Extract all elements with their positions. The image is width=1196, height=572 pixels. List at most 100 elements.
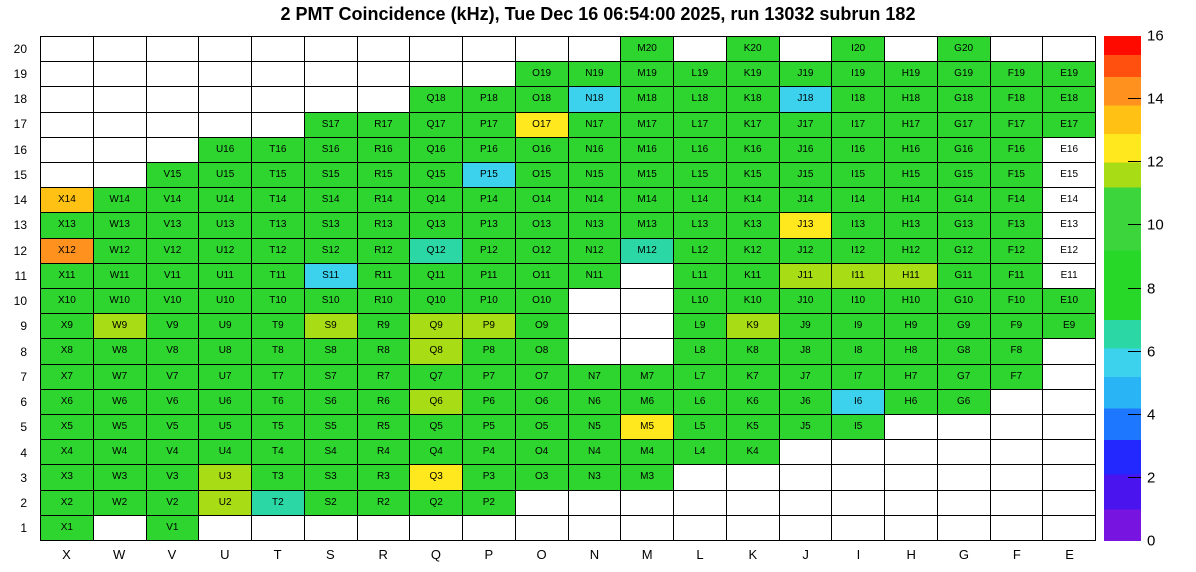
heatmap-cell-empty (93, 112, 147, 138)
heatmap-cell-empty (1043, 490, 1096, 516)
heatmap-cell: M19 (621, 62, 674, 88)
heatmap-cell: L12 (674, 238, 727, 264)
heatmap-cell: J18 (779, 87, 833, 113)
heatmap-cell: X12 (41, 238, 94, 264)
y-axis-label: 18 (13, 92, 27, 107)
heatmap-cell-empty (937, 415, 991, 441)
heatmap-cell-empty (410, 37, 463, 63)
heatmap-cell: X10 (41, 289, 94, 315)
y-axis-label: 13 (13, 218, 27, 233)
heatmap-cell-empty (621, 314, 674, 340)
heatmap-cell-empty (515, 37, 569, 63)
heatmap-cell: W13 (93, 213, 147, 239)
heatmap-cell-empty (1043, 364, 1096, 390)
heatmap-cell: N7 (568, 364, 622, 390)
heatmap-cell: M13 (621, 213, 674, 239)
heatmap-cell: H19 (885, 62, 938, 88)
x-axis-label: F (1012, 547, 1021, 562)
heatmap-cell: N5 (568, 415, 622, 441)
heatmap-cell-empty (726, 515, 780, 541)
heatmap-cell: V13 (146, 213, 200, 239)
heatmap-cell: E15 (1043, 163, 1096, 189)
heatmap-cell: F10 (990, 289, 1044, 315)
heatmap-cell: J13 (779, 213, 833, 239)
heatmap-cell: K17 (726, 112, 780, 138)
heatmap-cell-empty (410, 515, 463, 541)
colorbar-tick (1128, 476, 1141, 478)
heatmap-cell: G7 (937, 364, 991, 390)
heatmap-cell: S7 (304, 364, 358, 390)
heatmap-cell: E17 (1043, 112, 1096, 138)
heatmap-cell: F11 (990, 263, 1044, 289)
heatmap-cell: T6 (252, 389, 305, 415)
heatmap-cell: K5 (726, 415, 780, 441)
heatmap-cell: J11 (779, 263, 833, 289)
heatmap-cell: P2 (463, 490, 516, 516)
heatmap-cell-empty (146, 137, 200, 163)
heatmap-cell: X2 (41, 490, 94, 516)
heatmap-cell-empty (463, 37, 516, 63)
heatmap-cell: R3 (357, 465, 411, 491)
colorbar-tick (1128, 413, 1141, 415)
heatmap-cell-empty (832, 515, 885, 541)
heatmap-cell: R16 (357, 137, 411, 163)
heatmap-cell: N6 (568, 389, 622, 415)
heatmap-cell: V4 (146, 440, 200, 466)
heatmap-cell: M15 (621, 163, 674, 189)
heatmap-cell: L16 (674, 137, 727, 163)
heatmap-cell: K13 (726, 213, 780, 239)
heatmap-cell: F9 (990, 314, 1044, 340)
heatmap-cell: O8 (515, 339, 569, 365)
heatmap-cell: I17 (832, 112, 885, 138)
heatmap-cell: G13 (937, 213, 991, 239)
heatmap-cell: Q7 (410, 364, 463, 390)
heatmap-cell: U4 (199, 440, 252, 466)
heatmap-cell: F13 (990, 213, 1044, 239)
heatmap-cell: S16 (304, 137, 358, 163)
colorbar (1104, 36, 1141, 541)
heatmap-cell: V10 (146, 289, 200, 315)
heatmap-cell: G18 (937, 87, 991, 113)
heatmap-cell: M18 (621, 87, 674, 113)
heatmap-cell-empty (937, 465, 991, 491)
heatmap-cell: P17 (463, 112, 516, 138)
heatmap-cell: T16 (252, 137, 305, 163)
heatmap-cell: T2 (252, 490, 305, 516)
heatmap-cell: X8 (41, 339, 94, 365)
heatmap-cell-empty (252, 37, 305, 63)
heatmap-cell: K15 (726, 163, 780, 189)
heatmap-cell: G8 (937, 339, 991, 365)
heatmap-cell-empty (885, 415, 938, 441)
heatmap-cell: S2 (304, 490, 358, 516)
heatmap-cell: H18 (885, 87, 938, 113)
heatmap-cell: K16 (726, 137, 780, 163)
heatmap-cell-empty (146, 87, 200, 113)
heatmap-cell: L10 (674, 289, 727, 315)
x-axis-label: I (856, 547, 861, 562)
heatmap-cell: W4 (93, 440, 147, 466)
colorbar-tick-label: 16 (1147, 27, 1164, 45)
heatmap-cell-empty (93, 87, 147, 113)
heatmap-cell: T7 (252, 364, 305, 390)
heatmap-cell: G14 (937, 188, 991, 214)
y-axis-label: 15 (13, 167, 27, 182)
heatmap-cell: U2 (199, 490, 252, 516)
heatmap-cell: K19 (726, 62, 780, 88)
heatmap-cell: S11 (304, 263, 358, 289)
heatmap-cell-empty (832, 440, 885, 466)
heatmap-cell: J19 (779, 62, 833, 88)
heatmap-cell-empty (990, 515, 1044, 541)
heatmap-cell: L5 (674, 415, 727, 441)
x-axis-label: Q (430, 547, 442, 562)
heatmap-cell: G17 (937, 112, 991, 138)
heatmap-cell: T14 (252, 188, 305, 214)
y-axis-label: 5 (20, 420, 27, 435)
heatmap-cell: S13 (304, 213, 358, 239)
x-axis-label: T (273, 547, 282, 562)
heatmap-cell: U16 (199, 137, 252, 163)
heatmap-cell: R9 (357, 314, 411, 340)
heatmap-cell-empty (568, 289, 622, 315)
heatmap-cell: M20 (621, 37, 674, 63)
heatmap-cell: R6 (357, 389, 411, 415)
heatmap-cell: U7 (199, 364, 252, 390)
